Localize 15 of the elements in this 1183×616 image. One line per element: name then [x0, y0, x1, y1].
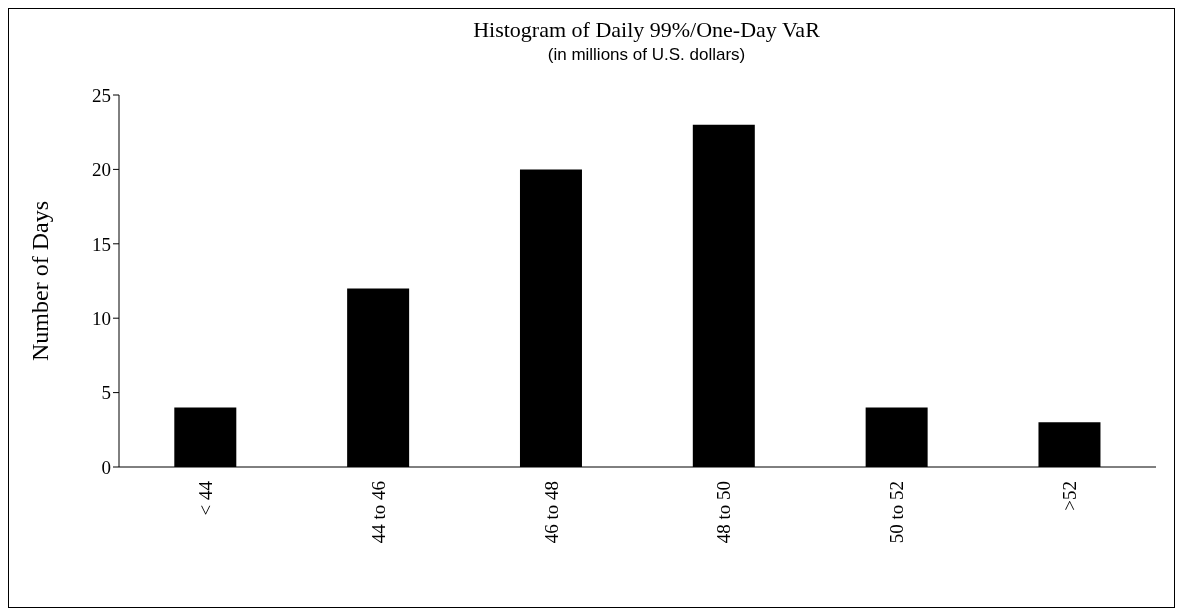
x-tick-label: < 44 — [194, 480, 216, 516]
y-axis-title: Number of Days — [26, 201, 53, 361]
x-tick-label: 44 to 46 — [367, 481, 389, 544]
y-tick-label: 20 — [92, 159, 111, 181]
x-tick-label: 48 to 50 — [713, 481, 735, 544]
y-tick-label: 10 — [92, 307, 111, 329]
chart-subtitle: (in millions of U.S. dollars) — [546, 45, 747, 65]
y-tick-label: 5 — [101, 382, 111, 404]
x-tick-label: >52 — [1059, 481, 1081, 511]
x-tick-label: 50 to 52 — [886, 481, 908, 544]
x-tick-label: 46 to 48 — [540, 481, 562, 544]
y-tick-label: 0 — [101, 456, 111, 478]
y-tick-label: 25 — [92, 84, 111, 106]
chart-title: Histogram of Daily 99%/One-Day VaR — [472, 17, 821, 43]
y-tick-label: 15 — [92, 233, 111, 255]
